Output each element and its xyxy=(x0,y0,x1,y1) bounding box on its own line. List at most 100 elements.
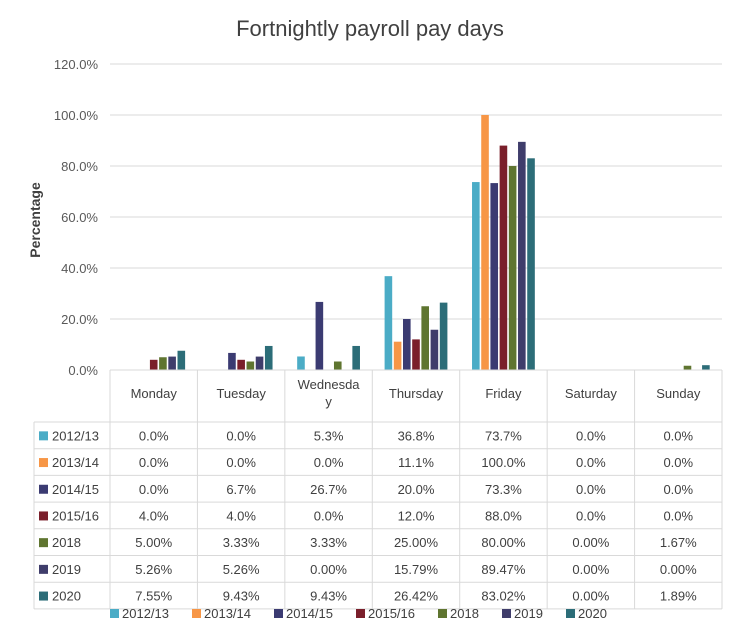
bar xyxy=(149,359,158,370)
data-label: 0.0% xyxy=(663,455,693,470)
data-label: 0.0% xyxy=(139,455,169,470)
bar xyxy=(297,356,305,370)
data-label: 0.0% xyxy=(663,508,693,523)
series-name: 2013/14 xyxy=(52,455,99,470)
data-label: 0.0% xyxy=(576,482,606,497)
series-key xyxy=(39,484,48,494)
data-label: 88.0% xyxy=(485,508,522,523)
legend-swatch xyxy=(502,609,511,618)
data-label: 0.00% xyxy=(572,562,609,577)
y-tick-label: 20.0% xyxy=(61,312,98,327)
data-label: 9.43% xyxy=(223,589,260,604)
category-label: Sunday xyxy=(656,386,701,401)
data-label: 5.26% xyxy=(223,562,260,577)
series-key xyxy=(39,564,48,574)
series-name: 2019 xyxy=(52,562,81,577)
data-label: 4.0% xyxy=(226,508,256,523)
data-label: 9.43% xyxy=(310,589,347,604)
bar xyxy=(168,356,176,370)
data-label: 0.0% xyxy=(663,428,693,443)
series-key xyxy=(39,538,48,548)
series-name: 2018 xyxy=(52,535,81,550)
bar xyxy=(490,183,499,370)
bar xyxy=(439,302,448,370)
data-label: 36.8% xyxy=(398,428,435,443)
series-name: 2012/13 xyxy=(52,428,99,443)
data-label: 0.0% xyxy=(226,428,256,443)
bar xyxy=(255,356,264,370)
legend-entry: 2019 xyxy=(514,606,543,621)
legend-swatch xyxy=(438,609,447,618)
legend-entry: 2015/16 xyxy=(368,606,415,621)
series-key xyxy=(39,458,48,468)
bar xyxy=(393,341,402,370)
bar xyxy=(683,365,692,370)
data-label: 3.33% xyxy=(223,535,260,550)
data-label: 26.42% xyxy=(394,589,439,604)
chart-title: Fortnightly payroll pay days xyxy=(236,16,504,41)
bar xyxy=(315,301,324,370)
category-label: Wednesda xyxy=(298,377,361,392)
data-label: 0.00% xyxy=(572,589,609,604)
bars xyxy=(149,115,710,370)
category-label: Tuesday xyxy=(216,386,266,401)
legend-swatch xyxy=(274,609,283,618)
y-tick-label: 60.0% xyxy=(61,210,98,225)
legend-swatch xyxy=(110,609,119,618)
bar xyxy=(472,182,480,370)
legend-swatch xyxy=(192,609,201,618)
data-label: 25.00% xyxy=(394,535,439,550)
bar xyxy=(421,306,429,370)
y-axis-ticks: 0.0% 20.0% 40.0% 60.0% 80.0% 100.0% 120.0% xyxy=(54,57,99,378)
bar xyxy=(228,352,236,370)
legend-entry: 2018 xyxy=(450,606,479,621)
series-name: 2020 xyxy=(52,589,81,604)
data-label: 6.7% xyxy=(226,482,256,497)
data-label: 0.0% xyxy=(139,482,169,497)
data-label: 0.0% xyxy=(663,482,693,497)
data-label: 26.7% xyxy=(310,482,347,497)
bar xyxy=(177,350,186,370)
bar xyxy=(499,145,508,370)
data-label: 7.55% xyxy=(135,589,172,604)
bar xyxy=(352,345,360,370)
bar xyxy=(518,141,526,370)
data-label: 0.0% xyxy=(576,455,606,470)
legend-entry: 2020 xyxy=(578,606,607,621)
y-tick-label: 0.0% xyxy=(68,363,98,378)
legend-swatch xyxy=(566,609,575,618)
series-key xyxy=(39,591,48,601)
bar xyxy=(264,345,273,370)
data-label: 0.0% xyxy=(314,455,344,470)
data-label: 5.26% xyxy=(135,562,172,577)
category-label: Saturday xyxy=(565,386,618,401)
data-table: Monday Tuesday Wednesda y Thursday Friday Satu… xyxy=(33,369,723,610)
data-label: 0.0% xyxy=(226,455,256,470)
y-tick-label: 40.0% xyxy=(61,261,98,276)
series-name: 2014/15 xyxy=(52,482,99,497)
bar xyxy=(403,319,411,370)
series-key xyxy=(39,511,48,521)
data-label: 0.00% xyxy=(660,562,697,577)
data-label: 5.3% xyxy=(314,428,344,443)
data-label: 73.7% xyxy=(485,428,522,443)
data-label: 83.02% xyxy=(481,589,526,604)
bar xyxy=(481,115,489,370)
series-name: 2015/16 xyxy=(52,508,99,523)
legend: 2012/13 2013/14 2014/15 2015/16 2018 2019 2020 xyxy=(110,606,607,621)
data-label: 1.67% xyxy=(660,535,697,550)
bar xyxy=(237,359,245,370)
y-axis-label: Percentage xyxy=(27,182,43,258)
data-label: 20.0% xyxy=(398,482,435,497)
data-label: 80.00% xyxy=(481,535,526,550)
data-label: 0.0% xyxy=(139,428,169,443)
data-label: 3.33% xyxy=(310,535,347,550)
bar xyxy=(702,365,710,370)
data-label: 11.1% xyxy=(398,455,434,470)
data-label: 73.3% xyxy=(485,482,522,497)
y-tick-label: 120.0% xyxy=(54,57,99,72)
category-label: Monday xyxy=(131,386,178,401)
data-label: 5.00% xyxy=(135,535,172,550)
data-label: 0.0% xyxy=(576,508,606,523)
legend-entry: 2012/13 xyxy=(122,606,169,621)
